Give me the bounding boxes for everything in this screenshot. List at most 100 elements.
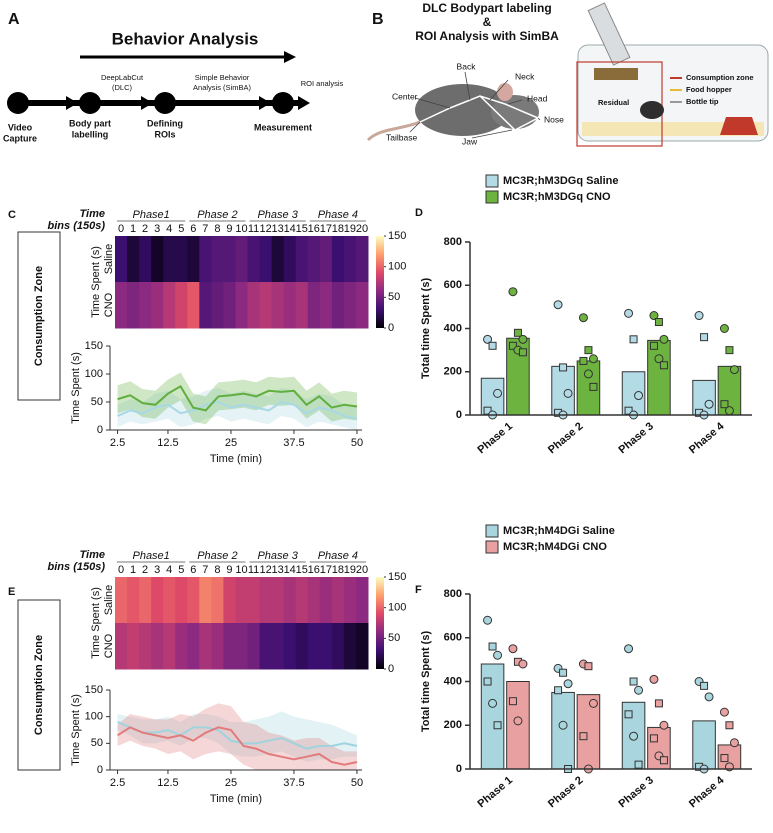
y-tick-label: 50 [91, 396, 103, 408]
zone-legend: Bottle tip [686, 97, 719, 106]
data-point [719, 324, 729, 333]
column-label: 9 [226, 564, 232, 576]
x-tick-label: 25 [225, 777, 237, 789]
heatmap-cell [295, 577, 309, 624]
y-tick-label: 0 [456, 763, 462, 775]
data-point [654, 699, 663, 708]
heatmap-cell [151, 282, 164, 329]
phase-label: Phase 4 [318, 550, 358, 562]
heatmap-cell [151, 236, 164, 283]
data-point [624, 406, 633, 415]
panel-label: A [8, 11, 20, 28]
tool-label: (DLC) [112, 83, 133, 92]
heatmap-cell [355, 577, 369, 624]
zone-box [17, 231, 61, 401]
data-point [518, 659, 528, 669]
data-point [483, 406, 492, 415]
x-tick-label: Phase 1 [475, 774, 515, 810]
column-label: 8 [214, 564, 220, 576]
line [117, 726, 358, 766]
data-point [508, 341, 517, 350]
bar [551, 691, 575, 770]
tool-label: DeepLabCut [101, 73, 144, 82]
heatmap-cell [247, 282, 261, 329]
data-point [584, 662, 593, 671]
heatmap-cell [331, 623, 345, 670]
data-point [493, 388, 503, 398]
heatmap-cell [211, 282, 224, 329]
bodypart-label: Nose [544, 114, 564, 124]
colorbar-tick-label: 100 [388, 261, 406, 273]
error-band [117, 372, 357, 425]
colorbar-tick-label: 50 [388, 291, 400, 303]
step-label: Video [8, 122, 33, 132]
data-point [554, 686, 563, 695]
y-tick-label: 800 [444, 588, 462, 600]
data-point [589, 382, 598, 391]
heatmap-cell [175, 236, 188, 283]
heatmap-title: Time [80, 208, 105, 220]
panel-a: A Behavior Analysis DeepLabCut (DLC) Sim… [3, 11, 344, 143]
phase-label: Phase 4 [318, 209, 358, 221]
column-label: 19 [344, 223, 356, 235]
y-axis-label: Total time Spent (s) [420, 631, 432, 733]
column-label: 19 [344, 564, 356, 576]
column-label: 17 [320, 223, 332, 235]
x-tick-label: 50 [351, 777, 363, 789]
heatmap-cell [319, 236, 333, 283]
heatmap-cell [127, 577, 140, 624]
data-point [634, 391, 644, 401]
x-axis-label: Time (min) [210, 453, 262, 465]
data-point [624, 710, 633, 719]
heatmap-cell [307, 623, 321, 670]
arrow-head [141, 96, 153, 110]
heatmap-cell [139, 623, 152, 670]
heatmap-cell [163, 236, 176, 283]
y-tick-label: 150 [85, 684, 103, 696]
data-point [559, 363, 568, 372]
data-point [654, 318, 663, 327]
panel-label: D [415, 207, 423, 219]
column-label: 12 [259, 564, 271, 576]
heatmap-cell [187, 577, 200, 624]
y-tick-label: 200 [444, 719, 462, 731]
heatmap-cell [223, 282, 236, 329]
x-tick-label: Phase 4 [687, 420, 727, 456]
column-label: 0 [118, 223, 124, 235]
heatmap-title: bins (150s) [48, 220, 106, 232]
error-band [117, 388, 357, 430]
data-point [654, 354, 664, 364]
y-tick-label: 200 [444, 366, 462, 378]
data-point [508, 287, 518, 297]
column-label: 2 [142, 564, 148, 576]
heatmap-cell [175, 282, 188, 329]
column-label: 3 [154, 223, 160, 235]
column-label: 4 [166, 564, 172, 576]
column-label: 18 [332, 223, 344, 235]
data-point [513, 328, 522, 337]
data-point [563, 388, 573, 398]
bodypart-label: Tailbase [386, 132, 417, 142]
y-tick-label: 100 [85, 368, 103, 380]
x-tick-label: Phase 4 [687, 774, 727, 810]
mouse-small [640, 101, 664, 119]
heatmap-cell [199, 236, 212, 283]
data-point [725, 721, 734, 730]
heatmap-cell [283, 282, 297, 329]
data-point [649, 341, 658, 350]
data-point [488, 698, 498, 708]
heatmap-cell [307, 282, 321, 329]
heatmap-cell [319, 623, 333, 670]
arrow-head [298, 96, 310, 110]
column-label: 12 [259, 223, 271, 235]
column-label: 13 [272, 564, 284, 576]
heatmap-title: Time [80, 549, 105, 561]
y-tick-label: 600 [444, 279, 462, 291]
column-label: 17 [320, 564, 332, 576]
heatmap-cell [115, 236, 128, 283]
data-point [588, 698, 598, 708]
bodypart-label: Center [392, 91, 418, 101]
column-label: 2 [142, 223, 148, 235]
column-label: 7 [202, 223, 208, 235]
heatmap-cell [211, 577, 224, 624]
